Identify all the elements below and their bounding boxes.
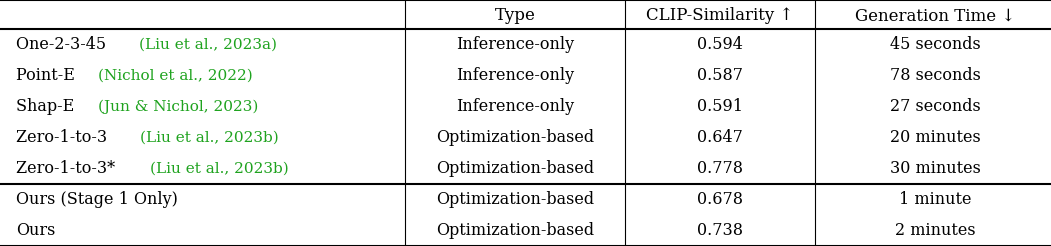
- Text: Type: Type: [495, 7, 535, 24]
- Text: Optimization-based: Optimization-based: [436, 222, 594, 239]
- Text: Inference-only: Inference-only: [456, 36, 574, 53]
- Text: One-2-3-45: One-2-3-45: [16, 36, 111, 53]
- Text: 2 minutes: 2 minutes: [895, 222, 975, 239]
- Text: (Liu et al., 2023a): (Liu et al., 2023a): [139, 37, 276, 51]
- Text: Optimization-based: Optimization-based: [436, 129, 594, 146]
- Text: Shap-E: Shap-E: [16, 98, 79, 115]
- Text: Zero-1-to-3*: Zero-1-to-3*: [16, 160, 120, 177]
- Text: 0.587: 0.587: [697, 67, 743, 84]
- Text: Generation Time ↓: Generation Time ↓: [856, 7, 1015, 24]
- Text: 78 seconds: 78 seconds: [890, 67, 981, 84]
- Text: Ours: Ours: [16, 222, 55, 239]
- Text: 0.678: 0.678: [697, 191, 743, 208]
- Text: 45 seconds: 45 seconds: [890, 36, 981, 53]
- Text: Ours (Stage 1 Only): Ours (Stage 1 Only): [16, 191, 178, 208]
- Text: (Liu et al., 2023b): (Liu et al., 2023b): [140, 130, 279, 144]
- Text: Optimization-based: Optimization-based: [436, 191, 594, 208]
- Text: (Liu et al., 2023b): (Liu et al., 2023b): [150, 161, 289, 175]
- Text: 1 minute: 1 minute: [900, 191, 971, 208]
- Text: (Jun & Nichol, 2023): (Jun & Nichol, 2023): [98, 99, 257, 114]
- Text: 0.594: 0.594: [697, 36, 743, 53]
- Text: 20 minutes: 20 minutes: [890, 129, 981, 146]
- Text: Inference-only: Inference-only: [456, 98, 574, 115]
- Text: 0.591: 0.591: [697, 98, 743, 115]
- Text: CLIP-Similarity ↑: CLIP-Similarity ↑: [646, 7, 794, 24]
- Text: 27 seconds: 27 seconds: [890, 98, 981, 115]
- Text: 30 minutes: 30 minutes: [890, 160, 981, 177]
- Text: Zero-1-to-3: Zero-1-to-3: [16, 129, 112, 146]
- Text: Inference-only: Inference-only: [456, 67, 574, 84]
- Text: (Nichol et al., 2022): (Nichol et al., 2022): [99, 68, 253, 82]
- Text: 0.778: 0.778: [697, 160, 743, 177]
- Text: 0.738: 0.738: [697, 222, 743, 239]
- Text: Optimization-based: Optimization-based: [436, 160, 594, 177]
- Text: Point-E: Point-E: [16, 67, 80, 84]
- Text: 0.647: 0.647: [697, 129, 743, 146]
